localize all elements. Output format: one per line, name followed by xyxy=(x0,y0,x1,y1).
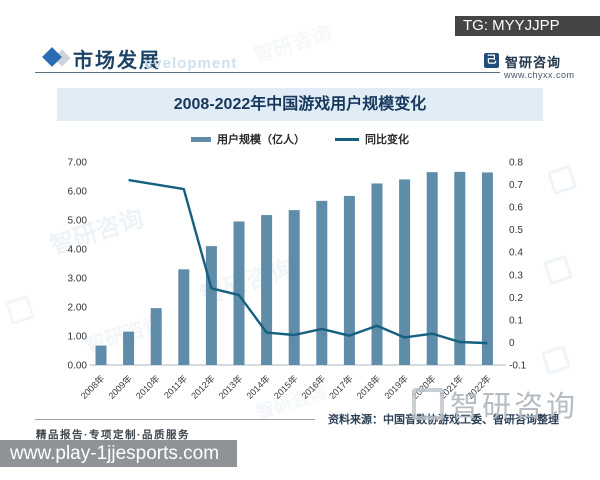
bar-series-swatch-icon xyxy=(191,136,211,142)
x-axis-label: 2011年 xyxy=(161,373,189,401)
legend-item-yoy: 同比变化 xyxy=(335,131,409,147)
right-axis-tick: 0.8 xyxy=(509,158,523,169)
section-title: 市场发展 xyxy=(73,50,161,72)
right-axis-tick: 0.5 xyxy=(509,225,523,236)
header-divider xyxy=(35,72,500,73)
left-axis-tick: 3.00 xyxy=(68,274,88,285)
right-axis-tick: 0.1 xyxy=(509,315,523,326)
right-axis-tick: 0.7 xyxy=(509,180,523,191)
left-axis-tick: 4.00 xyxy=(68,245,88,256)
plot-svg: 0.00 1.00 2.00 3.00 4.00 5.00 6.00 7.00 -0.1 0 0.1… xyxy=(68,158,527,401)
bar-2016年 xyxy=(316,200,328,365)
x-axis-label: 2014年 xyxy=(244,373,272,401)
bar-2015年 xyxy=(288,210,300,365)
watermark-logo-icon xyxy=(4,294,36,326)
footer-divider xyxy=(35,419,315,420)
x-axis-label: 2016年 xyxy=(299,373,327,401)
services-tagline: 精品报告·专项定制·品质服务 xyxy=(36,429,190,441)
x-axis-label: 2009年 xyxy=(106,373,134,401)
right-axis-tick: 0.3 xyxy=(509,270,523,281)
x-axis-label: 2012年 xyxy=(189,373,217,401)
x-axis-label: 2010年 xyxy=(133,373,161,401)
bar-2009年 xyxy=(123,331,135,365)
x-axis-label: 2018年 xyxy=(354,373,382,401)
right-axis-tick: 0.4 xyxy=(509,248,523,259)
tg-overlay-bar: TG: MYYJJPP xyxy=(455,16,600,36)
right-axis-tick: 0 xyxy=(509,338,515,349)
watermark-logo-icon xyxy=(540,344,572,376)
x-axis-label: 2022年 xyxy=(465,373,493,401)
watermark: 智研咨询 xyxy=(251,22,335,68)
bar-2008年 xyxy=(95,345,107,365)
bar-2012年 xyxy=(205,246,217,365)
yoy-line xyxy=(128,178,488,345)
chart-title: 2008-2022年中国游戏用户规模变化 xyxy=(173,96,427,113)
x-axis-label: 2019年 xyxy=(382,373,410,401)
x-axis-label: 2020年 xyxy=(409,373,437,401)
x-axis-label: 2008年 xyxy=(78,373,106,401)
bar-2013年 xyxy=(233,221,245,365)
bar-2019年 xyxy=(399,179,411,365)
left-axis-tick: 1.00 xyxy=(68,332,88,343)
left-axis-tick: 7.00 xyxy=(68,158,88,169)
x-axis-label: 2021年 xyxy=(437,373,465,401)
x-axis-label: 2015年 xyxy=(271,373,299,401)
right-axis-tick: 0.6 xyxy=(509,203,523,214)
right-axis-tick: -0.1 xyxy=(509,361,527,372)
x-axis-label: 2013年 xyxy=(216,373,244,401)
bar-2018年 xyxy=(371,183,383,365)
header-watermark-text: evelopment xyxy=(144,55,238,72)
brand-logo-icon: 己 xyxy=(484,53,499,68)
watermark-logo-icon xyxy=(546,164,578,196)
brand-name: 智研咨询 xyxy=(505,55,562,70)
left-axis-tick: 6.00 xyxy=(68,187,88,198)
bar-2011年 xyxy=(178,269,190,365)
line-series-swatch-icon xyxy=(335,137,359,141)
watermark-logo-icon xyxy=(542,254,574,286)
legend-label-yoy: 同比变化 xyxy=(365,134,409,146)
url-overlay-bar: www.play-1jjesports.com xyxy=(0,440,237,467)
bar-2017年 xyxy=(343,195,355,365)
right-axis-tick: 0.2 xyxy=(509,293,523,304)
bar-2020年 xyxy=(426,172,438,365)
bar-2022年 xyxy=(481,172,493,365)
bar-2021年 xyxy=(454,171,466,365)
chart-title-band: 2008-2022年中国游戏用户规模变化 xyxy=(57,88,543,121)
left-axis-tick: 2.00 xyxy=(68,303,88,314)
bar-2014年 xyxy=(261,215,273,365)
source-note: 资料来源：中国音数协游戏工委、智研咨询整理 xyxy=(328,414,559,426)
left-axis-tick: 0.00 xyxy=(68,361,88,372)
x-axis-label: 2017年 xyxy=(327,373,355,401)
legend-item-users: 用户规模（亿人） xyxy=(191,131,305,147)
brand-site-url: www.chyxx.com xyxy=(504,70,575,80)
bar-2010年 xyxy=(150,308,162,365)
left-axis-tick: 5.00 xyxy=(68,216,88,227)
chart-legend: 用户规模（亿人） 同比变化 xyxy=(57,131,543,147)
legend-label-users: 用户规模（亿人） xyxy=(217,134,305,146)
